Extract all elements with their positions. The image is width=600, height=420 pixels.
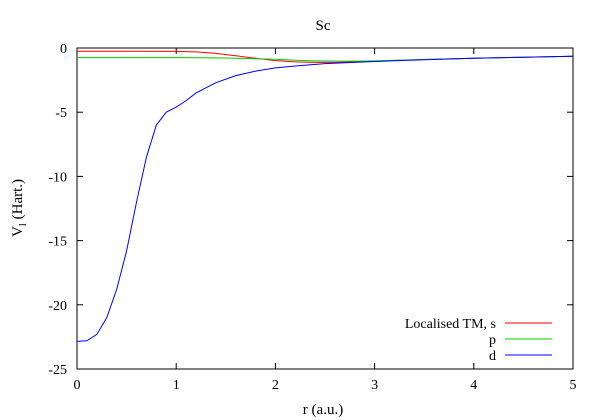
y-tick-label: 0 [60,42,67,57]
legend-label: p [489,333,496,348]
x-tick-label: 0 [74,378,81,393]
series-lines [76,50,574,342]
axis-ticks: 0 1 2 3 4 5 0 -5 -10 -15 -20 -25 [48,42,576,393]
plot-frame [76,47,574,370]
x-tick-label: 4 [470,378,477,393]
x-tick-label: 1 [173,378,180,393]
legend-label: Localised TM, s [405,317,496,332]
x-tick-label: 3 [371,378,378,393]
x-tick-label: 5 [570,378,577,393]
y-tick-label: -20 [48,299,67,314]
y-tick-label: -5 [55,106,67,121]
series-line-1 [77,55,574,62]
legend: Localised TM, spd [405,317,552,364]
legend-label: d [489,349,496,364]
x-axis-label: r (a.u.) [303,402,343,418]
y-tick-label: -15 [48,235,67,250]
chart-title: Sc [316,18,331,34]
y-axis-label: Vl (Hart.) [10,179,29,237]
series-line-2 [76,55,574,342]
y-tick-label: -10 [48,170,67,185]
y-tick-label: -25 [48,363,67,378]
x-tick-label: 2 [272,378,279,393]
